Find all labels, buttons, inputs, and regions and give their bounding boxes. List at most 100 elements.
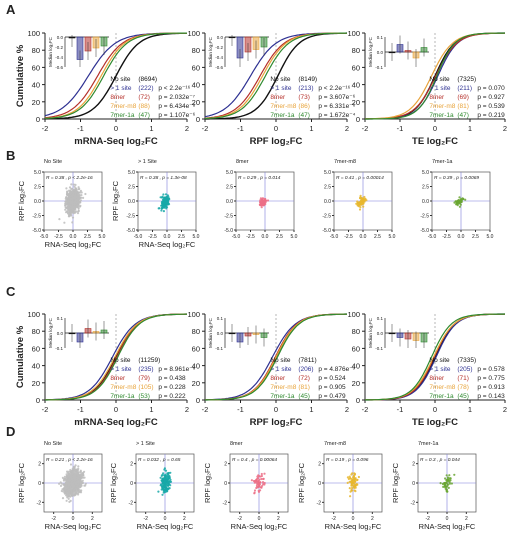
cdf-chart: 0 20 40 60 80 100 -2 -1 0 1 2 mRNA-Seq log₂FC Cumula… <box>15 29 196 147</box>
scatter-point <box>257 481 260 484</box>
legend-label: > 1 site <box>270 366 292 373</box>
y-tick-label: 0.0 <box>34 199 41 205</box>
x-tick-label: 0 <box>114 124 118 133</box>
x-tick-label: 1 <box>468 405 472 414</box>
inset-y-label: Median log₂FC <box>208 317 213 348</box>
scatter-point <box>77 209 80 212</box>
scatter-point <box>65 499 68 502</box>
scatter-point <box>458 196 461 199</box>
scatter-point <box>67 494 70 497</box>
scatter-stat: R = 0.3 , p = 0.044 <box>420 457 460 463</box>
scatter-point <box>71 197 74 200</box>
legend-label: 7mer-m8 <box>270 384 296 391</box>
scatter-point <box>77 471 80 474</box>
y-tick-label: 80 <box>192 46 200 55</box>
y-tick-label: 5.0 <box>226 170 233 176</box>
inset-tick-label: -0.4 <box>215 55 223 60</box>
x-axis-label: TE log₂FC <box>412 417 458 428</box>
scatter-point <box>163 474 166 477</box>
x-tick-label: -1 <box>77 405 84 414</box>
inset-tick-label: -0.1 <box>375 346 383 351</box>
scatter-point <box>250 479 253 482</box>
legend-count: (8694) <box>138 76 157 83</box>
scatter-point <box>72 193 75 196</box>
scatter-point <box>73 468 76 471</box>
scatter-point <box>351 482 354 485</box>
scatter-chart: -2 0 2 2 0 -2 7mer-1a R = 0.3 , p = 0.044 RNA-Se… <box>391 441 477 531</box>
y-tick-label: 100 <box>347 29 360 38</box>
legend-pvalue: p = 0.438 <box>158 375 186 382</box>
scatter-point <box>81 479 84 482</box>
scatter-point <box>65 187 68 190</box>
scatter-point <box>448 474 451 477</box>
legend-count: (53) <box>138 393 150 400</box>
scatter-point <box>350 486 354 490</box>
x-tick-label: -1 <box>237 124 244 133</box>
scatter-point <box>73 189 76 192</box>
scatter-point <box>66 190 69 193</box>
y-tick-label: -5.0 <box>224 228 233 234</box>
y-tick-label: 5.0 <box>422 170 429 176</box>
x-tick-label: 2 <box>277 516 280 522</box>
legend-label: 7mer-m8 <box>429 103 455 110</box>
scatter-point <box>464 198 467 201</box>
scatter-point <box>256 475 259 478</box>
x-tick-label: 1 <box>468 124 472 133</box>
scatter-title: 8mer <box>230 441 243 447</box>
scatter-point <box>70 474 73 477</box>
scatter-point <box>68 210 71 213</box>
scatter-point <box>67 470 70 473</box>
x-tick-label: -5.0 <box>330 234 339 240</box>
inset-tick-label: 0.0 <box>377 331 384 336</box>
scatter-point <box>349 490 352 493</box>
legend-count: (45) <box>298 393 310 400</box>
y-axis-label: RPF log₂FC <box>203 462 212 503</box>
scatter-point <box>73 210 77 213</box>
scatter-point <box>359 194 362 197</box>
scatter-point <box>69 495 72 498</box>
scatter-point <box>447 486 450 489</box>
scatter-point <box>445 474 448 477</box>
scatter-stat: R = 0.39 , p = 0.0069 <box>434 175 479 181</box>
x-tick-label: 2 <box>465 516 468 522</box>
scatter-point <box>69 200 72 203</box>
scatter-point <box>261 481 265 484</box>
legend-label: > 1 site <box>110 366 132 373</box>
y-tick-label: 40 <box>352 362 360 371</box>
legend-count: (86) <box>298 103 310 110</box>
scatter-point <box>348 475 351 478</box>
x-tick-label: 1 <box>149 124 153 133</box>
scatter-point <box>455 203 458 206</box>
y-tick-label: 100 <box>187 310 200 319</box>
scatter-point <box>262 203 265 206</box>
y-axis-label: Cumulative % <box>15 325 26 388</box>
scatter-title: No Site <box>44 441 62 447</box>
scatter-point <box>71 221 74 224</box>
scatter-point <box>163 205 166 208</box>
y-tick-label: 0 <box>130 481 133 487</box>
scatter-point <box>162 472 165 475</box>
scatter-point <box>77 474 80 477</box>
scatter-point <box>69 499 72 502</box>
x-tick-label: 2.5 <box>276 234 283 240</box>
inset-tick-label: -0.6 <box>215 65 223 70</box>
scatter-point <box>74 490 77 493</box>
scatter-point <box>162 210 165 213</box>
scatter-point <box>353 472 356 475</box>
x-tick-label: 2 <box>503 405 507 414</box>
scatter-point <box>162 200 166 203</box>
scatter-point <box>73 201 76 204</box>
scatter-point <box>80 476 84 479</box>
inset-tick-label: 0.0 <box>217 331 224 336</box>
x-tick-label: 0 <box>352 516 355 522</box>
x-tick-label: 0.0 <box>360 234 367 240</box>
scatter-point <box>167 199 170 202</box>
x-tick-label: 0 <box>164 516 167 522</box>
scatter-title: 7mer-1a <box>418 441 439 447</box>
scatter-stat: R = 0.21 , p < 2.2e-16 <box>46 457 93 463</box>
legend-pvalue: p = 0.927 <box>477 94 505 101</box>
scatter-point <box>164 193 168 196</box>
scatter-point <box>63 486 66 490</box>
scatter-point <box>65 477 68 480</box>
